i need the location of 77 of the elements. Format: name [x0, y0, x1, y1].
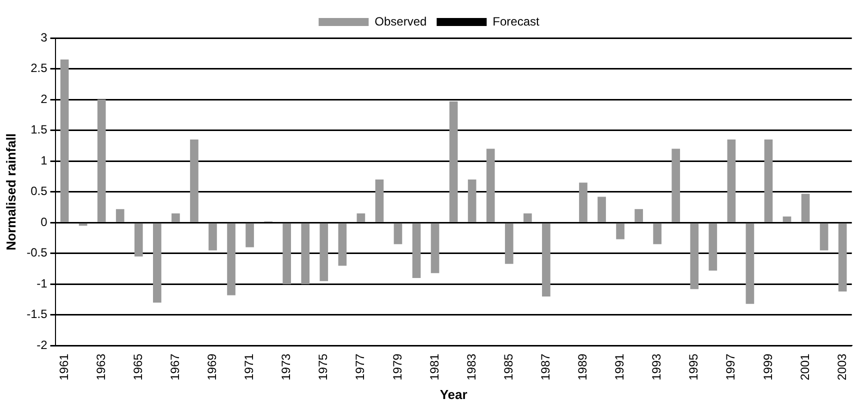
bar	[172, 213, 180, 222]
bar	[579, 182, 588, 222]
y-tick-label: 0.5	[30, 184, 48, 198]
bar	[356, 213, 366, 222]
legend-label: Observed	[374, 14, 427, 28]
y-tick-label: 1.5	[30, 122, 48, 137]
bar	[246, 223, 254, 248]
x-tick-label: 2001	[798, 353, 812, 380]
bar	[727, 140, 736, 222]
y-tick-label: -0.5	[26, 246, 48, 260]
x-tick-label: 1977	[353, 353, 368, 380]
bar	[60, 60, 69, 222]
bar	[412, 223, 421, 278]
bar	[208, 223, 217, 250]
bar	[504, 223, 514, 264]
legend-label: Forecast	[492, 14, 540, 28]
bar	[430, 223, 440, 274]
bar	[542, 223, 550, 296]
x-tick-label: 1963	[94, 353, 108, 380]
bar	[394, 223, 402, 244]
bar	[598, 196, 606, 222]
x-tick-label: 2003	[834, 353, 849, 380]
bar	[634, 209, 643, 222]
x-tick-label: 1983	[464, 353, 478, 380]
bar	[97, 100, 106, 222]
y-tick-label: 1	[40, 153, 48, 168]
bar	[282, 223, 292, 284]
x-tick-label: 1997	[724, 353, 738, 380]
bar	[782, 216, 792, 222]
y-tick-label: 2.5	[30, 61, 48, 76]
y-axis-title: Normalised rainfall	[3, 133, 18, 250]
x-tick-label: 1979	[390, 353, 404, 380]
x-tick-label: 1989	[576, 353, 590, 380]
bar	[190, 140, 198, 222]
y-tick-label: -1	[36, 276, 48, 290]
bar	[838, 223, 847, 292]
x-tick-label: 1971	[242, 353, 256, 380]
bar	[468, 180, 476, 222]
y-tick-label: -2	[36, 338, 48, 352]
x-tick-label: 1961	[56, 353, 71, 380]
y-tick-label: 2	[40, 92, 48, 106]
bar	[764, 140, 773, 222]
bar	[801, 194, 810, 222]
bar	[320, 223, 328, 282]
x-tick-label: 1999	[760, 353, 775, 380]
bar	[820, 223, 828, 250]
x-tick-label: 1993	[650, 353, 664, 380]
bar	[523, 213, 532, 222]
bar	[449, 101, 458, 222]
x-tick-label: 1987	[538, 353, 552, 380]
y-tick-label: -1.5	[26, 307, 48, 322]
bar	[690, 223, 699, 290]
bar	[227, 223, 236, 296]
bar	[134, 223, 143, 256]
bar	[152, 223, 162, 303]
x-tick-label: 1973	[279, 353, 294, 380]
x-tick-label: 1981	[427, 353, 442, 380]
bar	[375, 180, 384, 222]
y-tick-label: 3	[40, 30, 48, 44]
x-tick-label: 1975	[316, 353, 330, 380]
x-tick-label: 1991	[612, 353, 627, 380]
x-tick-label: 1965	[130, 353, 145, 380]
bar	[672, 148, 680, 222]
bar	[616, 223, 624, 240]
bar	[708, 223, 718, 271]
bar	[301, 223, 310, 284]
x-tick-label: 1985	[501, 353, 516, 380]
bar	[653, 223, 662, 244]
x-tick-label: 1967	[168, 353, 182, 380]
bar	[486, 148, 495, 222]
x-tick-label: 1995	[686, 353, 701, 380]
x-tick-label: 1969	[205, 353, 220, 380]
bar	[116, 209, 124, 222]
y-tick-label: 0	[40, 214, 48, 229]
x-axis-title: Year	[440, 386, 468, 402]
bar	[746, 223, 754, 304]
bar	[338, 223, 347, 266]
